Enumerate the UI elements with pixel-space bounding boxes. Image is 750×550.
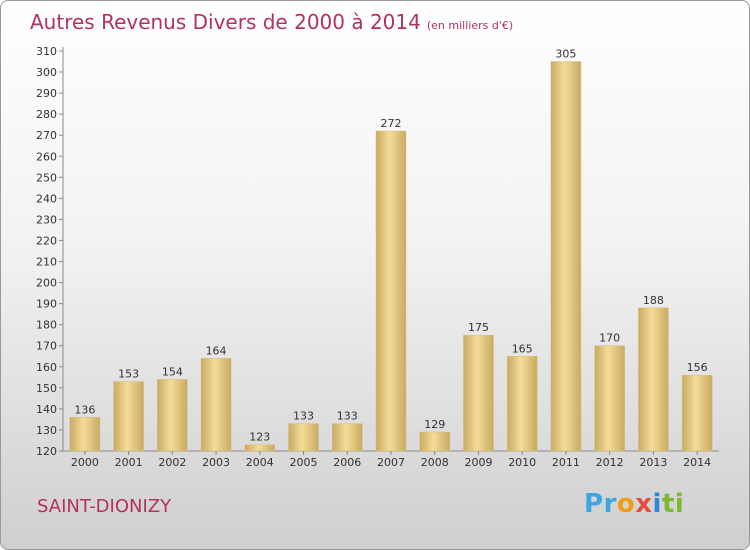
y-tick-label: 270 xyxy=(36,129,57,142)
bar xyxy=(157,379,188,452)
logo-letter: i xyxy=(674,489,685,519)
y-tick-label: 140 xyxy=(36,403,57,416)
bar xyxy=(506,356,538,452)
x-tick-label: 2013 xyxy=(639,456,667,469)
y-tick-label: 300 xyxy=(36,66,57,79)
y-tick-label: 200 xyxy=(36,277,57,290)
bar xyxy=(332,423,363,452)
chart-subtitle: (en milliers d'€) xyxy=(426,19,514,32)
y-tick-label: 260 xyxy=(36,150,57,163)
x-tick-label: 2011 xyxy=(552,456,580,469)
logo-letter: t xyxy=(661,489,675,519)
data-label: 123 xyxy=(249,431,270,444)
data-label: 188 xyxy=(643,294,664,307)
x-tick-label: 2012 xyxy=(596,456,624,469)
x-tick-label: 2009 xyxy=(464,456,492,469)
data-label: 175 xyxy=(468,321,489,334)
x-tick-label: 2004 xyxy=(246,456,274,469)
bar xyxy=(69,417,101,452)
y-tick-label: 310 xyxy=(36,45,57,58)
logo-letter: P xyxy=(584,489,604,519)
x-tick-label: 2007 xyxy=(377,456,405,469)
y-tick-label: 120 xyxy=(36,445,57,458)
data-label: 164 xyxy=(206,344,227,357)
y-tick-label: 130 xyxy=(36,424,57,437)
bar xyxy=(594,345,625,452)
x-tick-label: 2002 xyxy=(158,456,186,469)
x-tick-label: 2006 xyxy=(333,456,361,469)
data-label: 305 xyxy=(555,48,576,61)
data-label: 165 xyxy=(512,342,533,355)
y-tick-label: 160 xyxy=(36,361,57,374)
bar xyxy=(550,61,582,452)
y-tick-label: 150 xyxy=(36,382,57,395)
x-tick-label: 2001 xyxy=(115,456,143,469)
data-label: 133 xyxy=(293,410,314,423)
commune-name: SAINT-DIONIZY xyxy=(37,496,172,517)
x-tick-label: 2010 xyxy=(508,456,536,469)
y-tick-label: 220 xyxy=(36,234,57,247)
y-tick-label: 230 xyxy=(36,213,57,226)
data-label: 156 xyxy=(687,361,708,374)
chart-title: Autres Revenus Divers de 2000 à 2014 xyxy=(30,10,421,34)
x-tick-label: 2008 xyxy=(421,456,449,469)
y-tick-label: 250 xyxy=(36,171,57,184)
x-tick-label: 2014 xyxy=(683,456,711,469)
bar xyxy=(681,374,713,452)
logo-letter: x xyxy=(635,489,653,519)
logo-letter: o xyxy=(616,489,636,519)
bar xyxy=(463,334,494,452)
data-label: 153 xyxy=(118,368,139,381)
y-tick-label: 210 xyxy=(36,256,57,269)
bar xyxy=(419,431,450,452)
data-label: 272 xyxy=(381,117,402,130)
logo-letter: i xyxy=(652,489,662,519)
data-label: 170 xyxy=(599,332,620,345)
x-tick-label: 2003 xyxy=(202,456,230,469)
data-label: 133 xyxy=(337,410,358,423)
proxiti-logo[interactable]: Proxiti xyxy=(584,489,684,519)
y-tick-label: 280 xyxy=(36,108,57,121)
y-tick-label: 240 xyxy=(36,192,57,205)
x-tick-label: 2000 xyxy=(71,456,99,469)
y-tick-label: 190 xyxy=(36,298,57,311)
y-tick-label: 180 xyxy=(36,319,57,332)
chart-title-block: Autres Revenus Divers de 2000 à 2014 (en … xyxy=(30,10,513,34)
y-tick-label: 170 xyxy=(36,340,57,353)
data-label: 154 xyxy=(162,365,183,378)
bar xyxy=(244,444,276,452)
bar xyxy=(638,307,669,452)
bar xyxy=(288,423,319,452)
bar xyxy=(375,130,407,452)
data-label: 129 xyxy=(424,418,445,431)
x-tick-label: 2005 xyxy=(290,456,318,469)
data-label: 136 xyxy=(74,403,95,416)
logo-letter: r xyxy=(603,489,617,519)
bar xyxy=(200,358,232,452)
y-tick-label: 290 xyxy=(36,87,57,100)
bar xyxy=(113,381,144,452)
